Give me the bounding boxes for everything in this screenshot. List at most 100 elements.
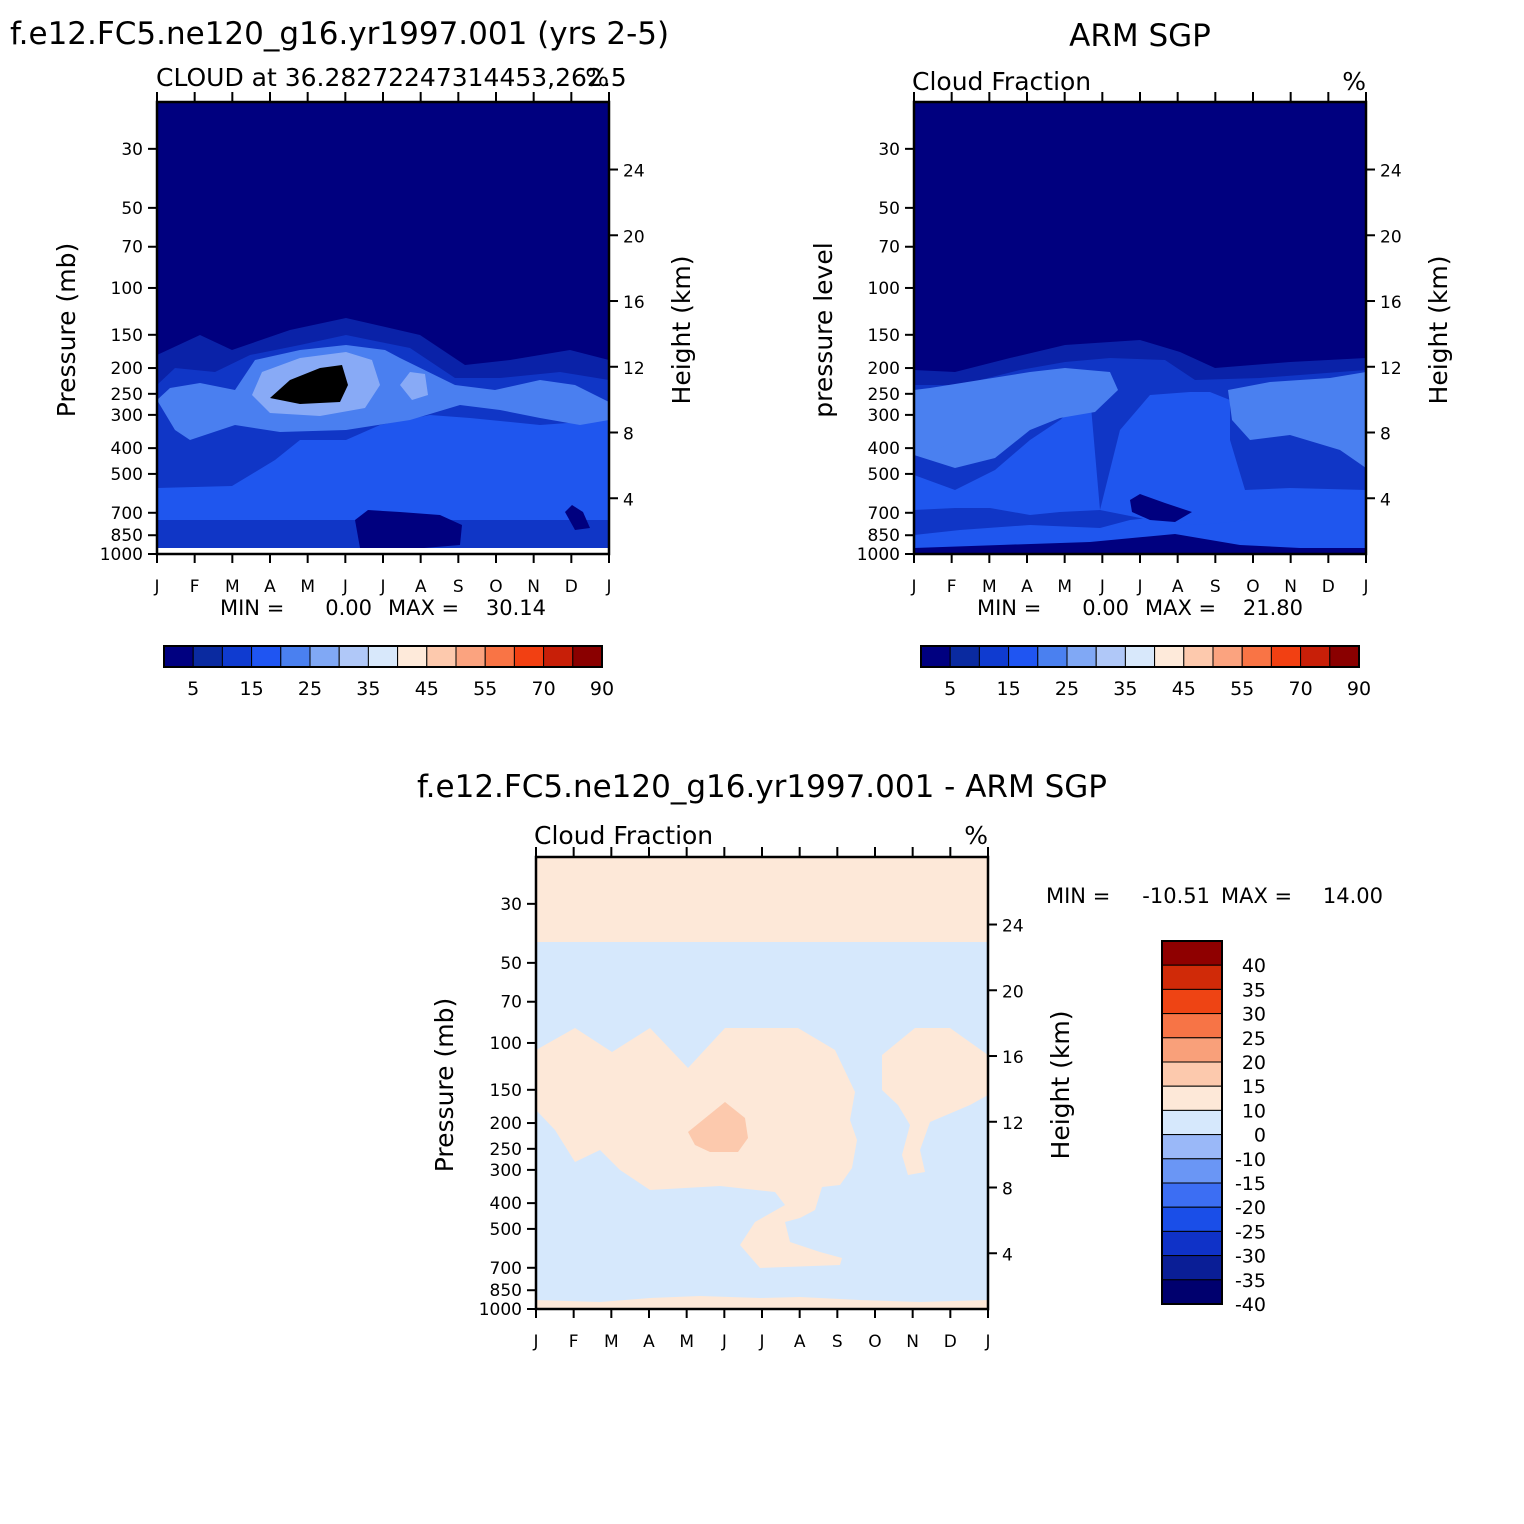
model-y2-tick-label: 24 [623, 162, 645, 182]
diff-band-upper-pos [536, 1028, 857, 1268]
diff-min-value: -10.51 [1142, 884, 1210, 908]
diff-colorbar-label: -30 [1235, 1246, 1266, 1268]
obs-y-tick-label: 30 [878, 140, 900, 160]
obs-colorbar-frame [920, 645, 1360, 668]
model-x-tick-label: A [264, 577, 276, 597]
model-colorbar-swatch [221, 645, 253, 668]
obs-colorbar-swatch [949, 645, 980, 668]
obs-y-tick-label: 100 [868, 279, 900, 299]
model-band-4a [157, 345, 609, 440]
obs-x-tick-label: D [1322, 577, 1335, 597]
obs-band-4 [914, 368, 1118, 468]
diff-contour-field [536, 857, 988, 1309]
diff-x-tick-label: A [643, 1332, 655, 1352]
model-x-tick-label: S [453, 577, 464, 597]
diff-colorbar-swatch [1161, 1255, 1223, 1281]
model-colorbar-label: 70 [532, 678, 556, 700]
obs-y-tick-label: 250 [868, 385, 900, 405]
diff-band-stratosphere [536, 857, 988, 942]
model-y-tick-label: 850 [111, 526, 143, 546]
obs-x-tick-label: A [1021, 577, 1033, 597]
obs-y2-tick-label: 20 [1380, 227, 1402, 247]
diff-colorbar-label: 30 [1242, 1004, 1266, 1026]
model-colorbar-label: 15 [240, 678, 264, 700]
obs-colorbar-swatch [1241, 645, 1272, 668]
model-panel: f.e12.FC5.ne120_g16.yr1997.001 (yrs 2-5)… [10, 16, 696, 700]
obs-colorbar-label: 25 [1055, 678, 1079, 700]
model-y-tick-label: 250 [111, 385, 143, 405]
model-colorbar-swatch [543, 645, 574, 668]
diff-colorbar-label: -10 [1235, 1149, 1266, 1171]
obs-band-3 [914, 515, 1366, 552]
model-band-6 [270, 365, 348, 404]
obs-y-tick-label: 50 [878, 199, 900, 219]
figure-title: f.e12.FC5.ne120_g16.yr1997.001 (yrs 2-5) [10, 16, 669, 52]
model-band-3 [157, 415, 609, 520]
diff-y-tick-label: 400 [490, 1194, 522, 1214]
obs-y2-tick-label: 16 [1380, 293, 1402, 313]
obs-x-tick-label: J [1136, 577, 1142, 597]
model-low-cloud-dark2 [565, 505, 590, 530]
obs-colorbar-swatch [1095, 645, 1126, 668]
diff-y-tick-label: 850 [490, 1281, 522, 1301]
obs-surface-dark [914, 534, 1366, 554]
diff-x-tick-label: S [832, 1332, 843, 1352]
obs-colorbar-label: 70 [1289, 678, 1313, 700]
diff-colorbar-label: 40 [1242, 955, 1266, 977]
diff-min-label: MIN = [1046, 884, 1110, 908]
diff-y2-tick-label: 4 [1002, 1245, 1013, 1265]
diff-colorbar-swatch [1161, 964, 1223, 990]
obs-band-5 [914, 410, 968, 450]
diff-y-tick-label: 700 [490, 1259, 522, 1279]
obs-y2-tick-label: 24 [1380, 162, 1402, 182]
diff-x-tick-label: J [984, 1332, 990, 1352]
diff-y2-tick-label: 20 [1002, 982, 1024, 1002]
diff-y-tick-label: 500 [490, 1220, 522, 1240]
obs-units: % [1342, 67, 1366, 96]
obs-colorbar-label: 90 [1347, 678, 1371, 700]
model-colorbar-label: 90 [590, 678, 614, 700]
model-x-tick-label: J [605, 577, 611, 597]
diff-colorbar-swatch [1161, 1061, 1223, 1087]
model-colorbar-label: 25 [298, 678, 322, 700]
obs-colorbar-swatch [978, 645, 1010, 668]
obs-y2-tick-label: 12 [1380, 359, 1402, 379]
model-x-tick-label: D [565, 577, 578, 597]
model-colorbar-swatch [426, 645, 457, 668]
obs-colorbar-swatch [1300, 645, 1331, 668]
obs-y-tick-label: 200 [868, 359, 900, 379]
diff-colorbar-label: 35 [1242, 979, 1266, 1001]
obs-min-label: MIN = [977, 596, 1041, 620]
obs-y2-tick-label: 8 [1380, 425, 1391, 445]
model-x-tick-label: M [225, 577, 240, 597]
model-colorbar-swatch [280, 645, 311, 668]
obs-colorbar-swatch [1124, 645, 1156, 668]
diff-y-tick-label: 250 [490, 1140, 522, 1160]
model-colorbar-swatch [338, 645, 369, 668]
diff-y-label: Pressure (mb) [430, 998, 459, 1172]
diff-x-tick-label: D [944, 1332, 957, 1352]
obs-y2-label: Height (km) [1424, 256, 1453, 405]
diff-colorbar-label: 20 [1242, 1052, 1266, 1074]
model-min-label: MIN = [220, 596, 284, 620]
model-colorbar-label: 5 [187, 678, 199, 700]
diff-colorbar-swatch [1161, 1182, 1223, 1208]
model-colorbar-swatch [484, 645, 515, 668]
diff-panel: f.e12.FC5.ne120_g16.yr1997.001 - ARM SGP… [417, 769, 1383, 1352]
model-colorbar-swatch [513, 645, 545, 668]
diff-colorbar-swatch [1161, 1085, 1223, 1111]
model-y-tick-label: 400 [111, 439, 143, 459]
model-min-value: 0.00 [325, 596, 372, 620]
diff-colorbar-label: -20 [1235, 1197, 1266, 1219]
diff-colorbar-swatch [1161, 1109, 1223, 1136]
diff-x-tick-label: A [794, 1332, 806, 1352]
model-y-tick-label: 70 [121, 238, 143, 258]
model-x-tick-label: N [527, 577, 540, 597]
obs-colorbar-label: 15 [997, 678, 1021, 700]
obs-colorbar-swatch [1066, 645, 1097, 668]
diff-colorbar-label: 15 [1242, 1076, 1266, 1098]
model-surface-mask [157, 548, 609, 554]
obs-colorbar-swatch [1154, 645, 1185, 668]
